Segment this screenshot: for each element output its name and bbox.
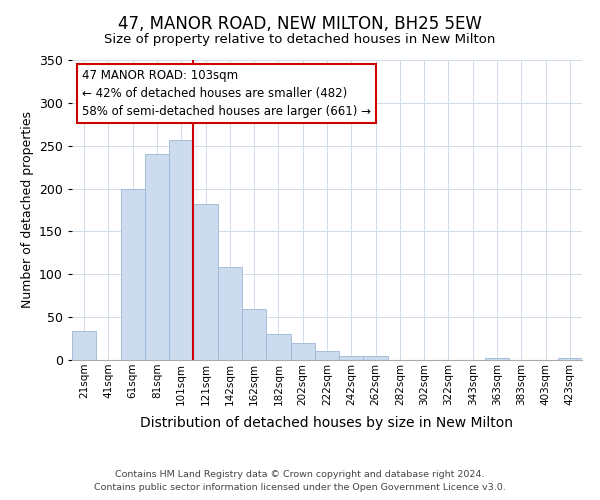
Y-axis label: Number of detached properties: Number of detached properties (20, 112, 34, 308)
Text: Size of property relative to detached houses in New Milton: Size of property relative to detached ho… (104, 32, 496, 46)
Bar (121, 190, 145, 360)
Bar (218, 268, 242, 360)
Bar (145, 154, 169, 360)
X-axis label: Distribution of detached houses by size in New Milton: Distribution of detached houses by size … (140, 416, 514, 430)
Bar (193, 204, 218, 360)
Bar (364, 356, 388, 360)
Bar (266, 334, 290, 360)
Bar (558, 358, 582, 360)
Bar (169, 140, 193, 360)
Text: 47, MANOR ROAD, NEW MILTON, BH25 5EW: 47, MANOR ROAD, NEW MILTON, BH25 5EW (118, 15, 482, 33)
Bar (290, 343, 315, 360)
Text: Contains HM Land Registry data © Crown copyright and database right 2024.
Contai: Contains HM Land Registry data © Crown c… (94, 470, 506, 492)
Bar (242, 308, 266, 360)
Bar (339, 356, 364, 360)
Bar (485, 358, 509, 360)
Text: 47 MANOR ROAD: 103sqm
← 42% of detached houses are smaller (482)
58% of semi-det: 47 MANOR ROAD: 103sqm ← 42% of detached … (82, 69, 371, 118)
Bar (72, 331, 96, 360)
Bar (315, 352, 339, 360)
